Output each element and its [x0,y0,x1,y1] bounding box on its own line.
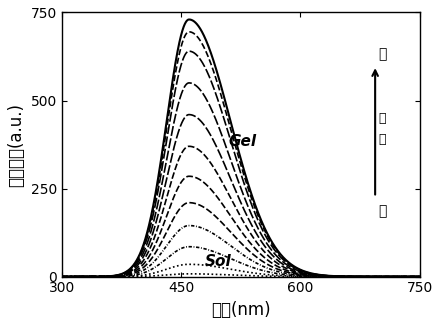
Y-axis label: 荧光强度(a.u.): 荧光强度(a.u.) [7,103,25,186]
Text: Gel: Gel [229,134,257,149]
Text: Sol: Sol [205,254,232,269]
X-axis label: 波长(nm): 波长(nm) [211,301,271,319]
Text: 高: 高 [379,204,387,218]
Text: 低: 低 [379,47,387,61]
Text: 浓: 浓 [379,111,386,125]
Text: 度: 度 [379,133,386,146]
